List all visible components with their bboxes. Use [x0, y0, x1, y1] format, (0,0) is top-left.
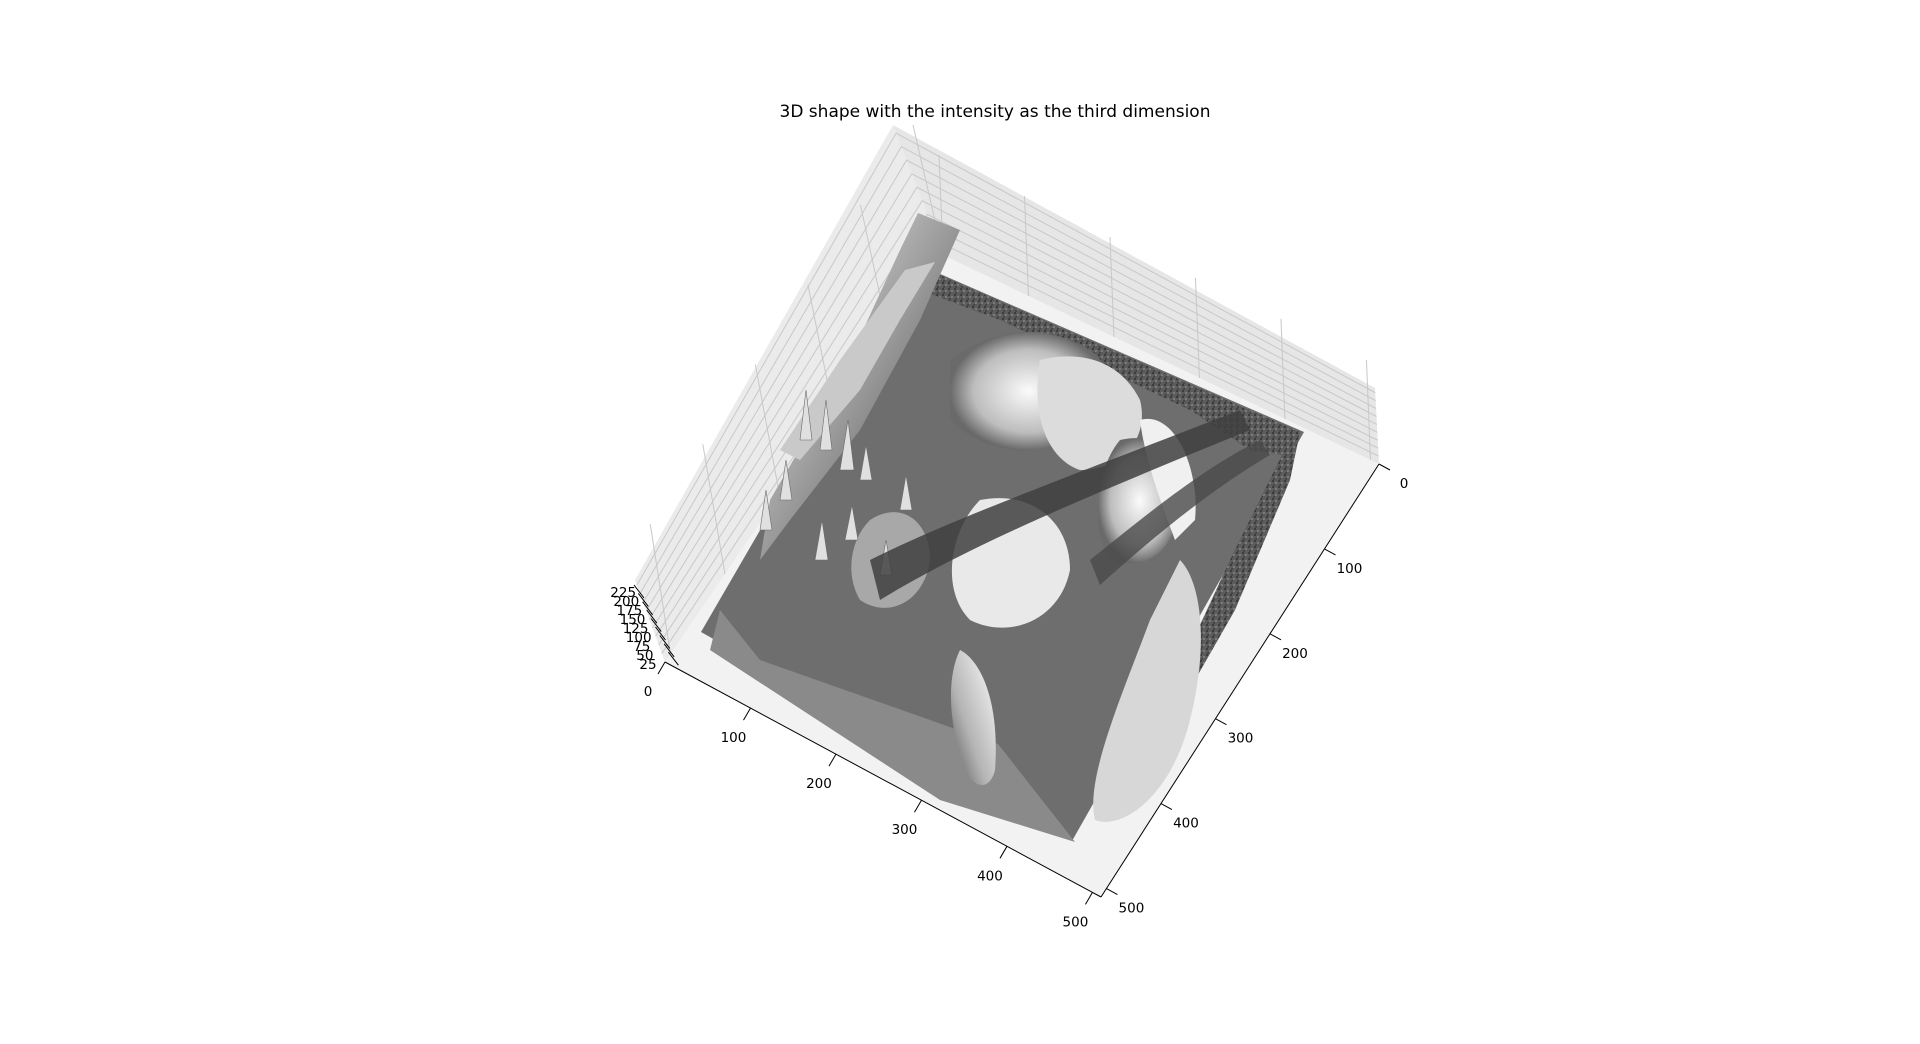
- y-tick-label: 500: [1119, 901, 1145, 917]
- z-tick-label: 150: [620, 612, 646, 628]
- surface-plot: [701, 213, 1304, 842]
- y-gridline: [1365, 359, 1371, 460]
- z-gridline: [645, 173, 1377, 612]
- z-tick-label: 200: [613, 594, 639, 610]
- x-axis-ticks: 0 100 200 300 400 500: [644, 661, 1093, 930]
- chart-title: 3D shape with the intensity as the third…: [780, 102, 1211, 122]
- z-tick-mark: [663, 643, 675, 658]
- surface-noise-right: [1170, 432, 1300, 690]
- z-tick-mark: [655, 626, 666, 641]
- x-tick-label: 0: [644, 684, 653, 700]
- y-tick-mark: [1215, 718, 1227, 726]
- surface-spikes: [759, 389, 913, 576]
- y-tick-label: 100: [1337, 561, 1363, 577]
- x-tick-mark: [999, 846, 1008, 859]
- y-gridline: [1194, 277, 1200, 378]
- surface-lobe-2: [1037, 356, 1142, 470]
- y-tick-label: 300: [1228, 731, 1254, 747]
- x-tick-label: 200: [806, 776, 832, 792]
- z-tick-mark: [642, 601, 653, 616]
- y-tick-mark: [1324, 548, 1336, 556]
- x-tick-mark: [914, 799, 922, 813]
- x-tick-mark: [1085, 892, 1093, 905]
- y-tick-label: 200: [1282, 646, 1308, 662]
- x-gridline: [649, 523, 671, 655]
- x-tick-mark: [828, 753, 837, 767]
- y-tick-mark: [1106, 888, 1118, 895]
- z-tick-label: 125: [623, 621, 649, 637]
- y-tick-label: 0: [1400, 476, 1409, 492]
- x-tick-label: 500: [1063, 914, 1089, 930]
- y-tick-mark: [1160, 803, 1173, 811]
- z-tick-mark: [633, 584, 645, 599]
- z-tick-label: 225: [610, 585, 636, 601]
- x-axis-line: [664, 661, 1102, 898]
- axis-lines: [664, 463, 1380, 898]
- x-tick-label: 100: [721, 730, 747, 746]
- x-tick-label: 300: [892, 822, 918, 838]
- surface-ridge-back-2: [780, 262, 935, 460]
- z-tick-mark: [646, 609, 658, 624]
- y-axis-line: [1100, 463, 1380, 898]
- y-axis-ticks: 0 100 200 300 400 500: [1106, 463, 1409, 917]
- z-gridline: [655, 213, 1378, 637]
- z-tick-label: 175: [617, 603, 643, 619]
- surface-ridge-right: [1093, 560, 1201, 822]
- surface-valley: [870, 410, 1250, 600]
- y-gridline: [1109, 236, 1115, 337]
- z-tick-label: 75: [633, 639, 650, 655]
- z-tick-mark: [650, 618, 662, 632]
- x-gridline: [754, 364, 780, 495]
- z-tick-label: 25: [639, 657, 656, 673]
- y-tick-label: 400: [1173, 816, 1199, 832]
- z-gridline: [648, 186, 1378, 620]
- x-tick-label: 400: [977, 868, 1003, 884]
- surface-valley-2: [1090, 440, 1270, 585]
- z-tick-label: 50: [636, 648, 653, 664]
- y-tick-mark: [1269, 633, 1282, 641]
- x-tick-mark: [743, 707, 751, 721]
- y-gridline: [1280, 318, 1286, 419]
- z-gridline: [639, 145, 1376, 594]
- y-gridline: [1023, 195, 1029, 297]
- z-gridline: [642, 159, 1377, 603]
- z-tick-mark: [668, 651, 679, 666]
- back-pane: [893, 125, 1379, 464]
- surface-ridge-front: [950, 650, 996, 785]
- z-gridline: [636, 132, 1376, 586]
- z-tick-label: 100: [626, 630, 652, 646]
- z-gridline: [652, 200, 1378, 629]
- surface-noise-top: [910, 262, 1300, 455]
- z-tick-mark: [659, 635, 671, 649]
- y-tick-mark: [1378, 463, 1391, 471]
- z-tick-mark: [637, 593, 649, 607]
- x-gridline: [702, 444, 726, 575]
- x-tick-mark: [657, 661, 666, 675]
